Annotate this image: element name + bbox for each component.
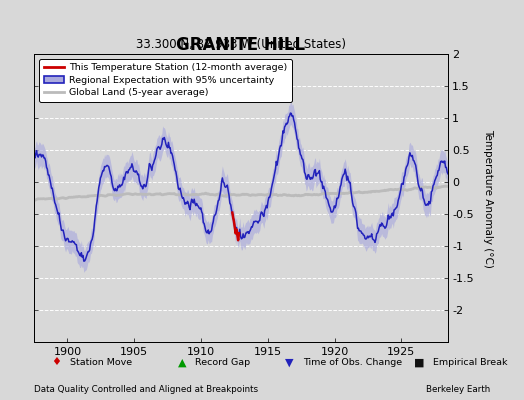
Text: ▲: ▲ [178, 358, 186, 367]
Text: Data Quality Controlled and Aligned at Breakpoints: Data Quality Controlled and Aligned at B… [34, 385, 258, 394]
Text: Empirical Break: Empirical Break [433, 358, 507, 367]
Y-axis label: Temperature Anomaly (°C): Temperature Anomaly (°C) [483, 128, 493, 268]
Text: Berkeley Earth: Berkeley Earth [425, 385, 490, 394]
Text: ♦: ♦ [51, 358, 61, 367]
Text: Record Gap: Record Gap [195, 358, 250, 367]
Text: ■: ■ [414, 358, 424, 367]
Legend: This Temperature Station (12-month average), Regional Expectation with 95% uncer: This Temperature Station (12-month avera… [39, 59, 292, 102]
Text: Station Move: Station Move [70, 358, 132, 367]
Text: ▼: ▼ [285, 358, 293, 367]
Title: GRANITE HILL: GRANITE HILL [177, 36, 305, 54]
Text: 33.300 N, 82.933 W (United States): 33.300 N, 82.933 W (United States) [136, 38, 346, 51]
Text: Time of Obs. Change: Time of Obs. Change [303, 358, 402, 367]
